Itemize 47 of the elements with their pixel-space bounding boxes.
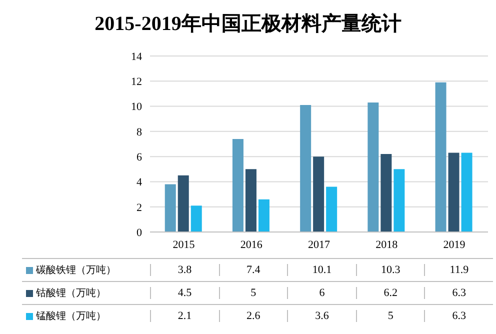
data-label: 5	[218, 287, 288, 299]
legend-label: 碳酸铁锂（万吨）	[36, 264, 116, 277]
x-tick-label: 2016	[240, 238, 263, 251]
bar	[394, 169, 405, 232]
data-label: 2.6	[218, 310, 288, 322]
data-label: 3.8	[150, 264, 219, 276]
data-label: 6.3	[424, 310, 493, 322]
bar	[461, 152, 472, 232]
bar	[448, 152, 460, 232]
legend-label: 锰酸锂（万吨）	[36, 310, 106, 323]
y-tick-label: 0	[136, 226, 142, 239]
x-tick-label: 2018	[376, 238, 398, 251]
data-label: 5	[356, 310, 424, 322]
y-tick-label: 4	[136, 176, 142, 189]
y-tick-label: 10	[131, 101, 142, 114]
data-label: 6	[287, 287, 356, 299]
x-tick-label: 2019	[443, 238, 466, 251]
bar	[435, 82, 446, 232]
bar	[380, 154, 392, 232]
data-label: 10.1	[287, 264, 356, 276]
data-label: 6.2	[356, 287, 424, 299]
data-label: 3.6	[287, 310, 356, 322]
bar	[326, 186, 338, 232]
y-tick-label: 8	[136, 126, 142, 138]
chart-title: 2015-2019年中国正极材料产量统计	[94, 12, 402, 37]
bar	[313, 156, 324, 232]
data-label: 6.3	[424, 287, 493, 299]
bar	[245, 169, 256, 232]
bar	[190, 206, 202, 232]
data-label: 2.1	[150, 310, 219, 322]
y-tick-label: 12	[131, 76, 142, 88]
x-tick-label: 2017	[308, 238, 330, 251]
data-label: 4.5	[150, 287, 219, 299]
bar	[178, 175, 189, 232]
bar	[300, 105, 312, 232]
bar	[258, 199, 270, 232]
legend-label: 钴酸锂（万吨）	[36, 286, 106, 300]
data-label: 7.4	[218, 264, 288, 276]
data-label: 10.3	[356, 264, 424, 276]
x-tick-label: 2015	[172, 238, 196, 251]
bar	[232, 138, 244, 232]
y-tick-label: 6	[136, 151, 142, 164]
bar	[164, 184, 176, 232]
bar	[368, 102, 379, 232]
y-tick-label: 2	[136, 202, 142, 214]
data-label: 11.9	[424, 264, 493, 276]
y-tick-label: 14	[131, 50, 142, 63]
